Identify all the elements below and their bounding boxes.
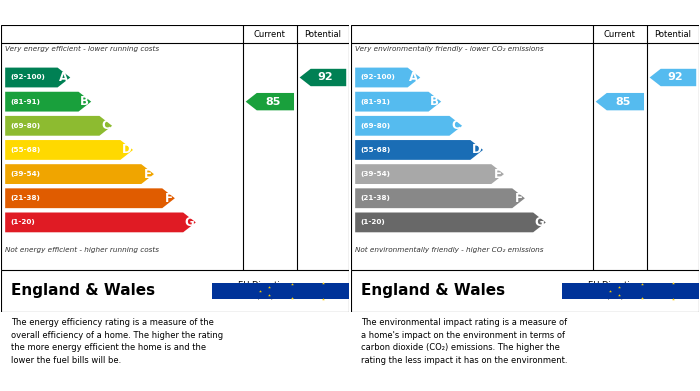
- Text: (92-100): (92-100): [360, 75, 395, 81]
- Polygon shape: [355, 116, 462, 136]
- Text: (69-80): (69-80): [360, 123, 391, 129]
- Text: Potential: Potential: [654, 30, 692, 39]
- Text: (92-100): (92-100): [10, 75, 46, 81]
- Text: B: B: [430, 95, 440, 108]
- Text: Potential: Potential: [304, 30, 342, 39]
- Text: (1-20): (1-20): [10, 219, 35, 225]
- Text: Environmental Impact (CO₂) Rating: Environmental Impact (CO₂) Rating: [360, 6, 592, 19]
- Polygon shape: [650, 69, 696, 86]
- Text: (81-91): (81-91): [360, 99, 391, 105]
- Text: (39-54): (39-54): [10, 171, 41, 177]
- Polygon shape: [246, 93, 294, 110]
- Text: A: A: [60, 71, 69, 84]
- Text: Current: Current: [604, 30, 636, 39]
- Polygon shape: [5, 140, 133, 160]
- Text: G: G: [535, 216, 545, 229]
- Text: Very environmentally friendly - lower CO₂ emissions: Very environmentally friendly - lower CO…: [355, 46, 544, 52]
- Text: B: B: [80, 95, 90, 108]
- Text: (55-68): (55-68): [10, 147, 41, 153]
- Text: (21-38): (21-38): [10, 195, 41, 201]
- Polygon shape: [355, 92, 441, 111]
- Text: The environmental impact rating is a measure of
a home's impact on the environme: The environmental impact rating is a mea…: [361, 318, 568, 365]
- Polygon shape: [300, 69, 346, 86]
- Text: England & Wales: England & Wales: [361, 283, 505, 298]
- Text: E: E: [144, 168, 152, 181]
- Text: Very energy efficient - lower running costs: Very energy efficient - lower running co…: [5, 46, 160, 52]
- Text: EU Directive
2002/91/EC: EU Directive 2002/91/EC: [587, 281, 640, 301]
- Polygon shape: [355, 68, 420, 88]
- Text: EU Directive
2002/91/EC: EU Directive 2002/91/EC: [237, 281, 290, 301]
- Text: C: C: [452, 119, 460, 132]
- Text: Current: Current: [254, 30, 286, 39]
- Text: F: F: [164, 192, 172, 205]
- Bar: [211, 283, 434, 300]
- Text: Not environmentally friendly - higher CO₂ emissions: Not environmentally friendly - higher CO…: [355, 247, 544, 253]
- Polygon shape: [355, 164, 504, 184]
- Text: Energy Efficiency Rating: Energy Efficiency Rating: [10, 6, 172, 19]
- Polygon shape: [5, 68, 70, 88]
- Polygon shape: [5, 116, 112, 136]
- Polygon shape: [596, 93, 644, 110]
- Text: F: F: [514, 192, 522, 205]
- Text: E: E: [494, 168, 502, 181]
- Text: 92: 92: [318, 72, 333, 83]
- Text: Not energy efficient - higher running costs: Not energy efficient - higher running co…: [5, 247, 159, 253]
- Bar: [561, 283, 700, 300]
- Text: (69-80): (69-80): [10, 123, 41, 129]
- Text: 92: 92: [668, 72, 683, 83]
- Text: G: G: [185, 216, 195, 229]
- Text: (39-54): (39-54): [360, 171, 391, 177]
- Text: England & Wales: England & Wales: [11, 283, 155, 298]
- Text: (81-91): (81-91): [10, 99, 41, 105]
- Polygon shape: [5, 164, 154, 184]
- Text: (1-20): (1-20): [360, 219, 385, 225]
- Text: (55-68): (55-68): [360, 147, 391, 153]
- Polygon shape: [355, 212, 546, 232]
- Text: 85: 85: [615, 97, 630, 107]
- Polygon shape: [5, 92, 91, 111]
- Polygon shape: [5, 212, 196, 232]
- Text: D: D: [472, 143, 482, 156]
- Polygon shape: [5, 188, 175, 208]
- Polygon shape: [355, 140, 483, 160]
- Text: 85: 85: [265, 97, 280, 107]
- Text: D: D: [122, 143, 132, 156]
- Text: (21-38): (21-38): [360, 195, 391, 201]
- Text: The energy efficiency rating is a measure of the
overall efficiency of a home. T: The energy efficiency rating is a measur…: [11, 318, 223, 365]
- Polygon shape: [355, 188, 525, 208]
- Text: A: A: [410, 71, 419, 84]
- Text: C: C: [102, 119, 110, 132]
